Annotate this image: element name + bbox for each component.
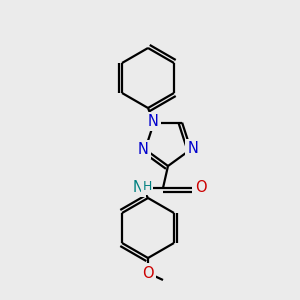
Text: N: N <box>138 142 148 157</box>
Text: O: O <box>195 181 207 196</box>
Text: N: N <box>133 179 143 194</box>
Text: N: N <box>188 141 198 156</box>
Text: O: O <box>142 266 154 280</box>
Text: N: N <box>148 114 158 129</box>
Text: H: H <box>142 181 152 194</box>
